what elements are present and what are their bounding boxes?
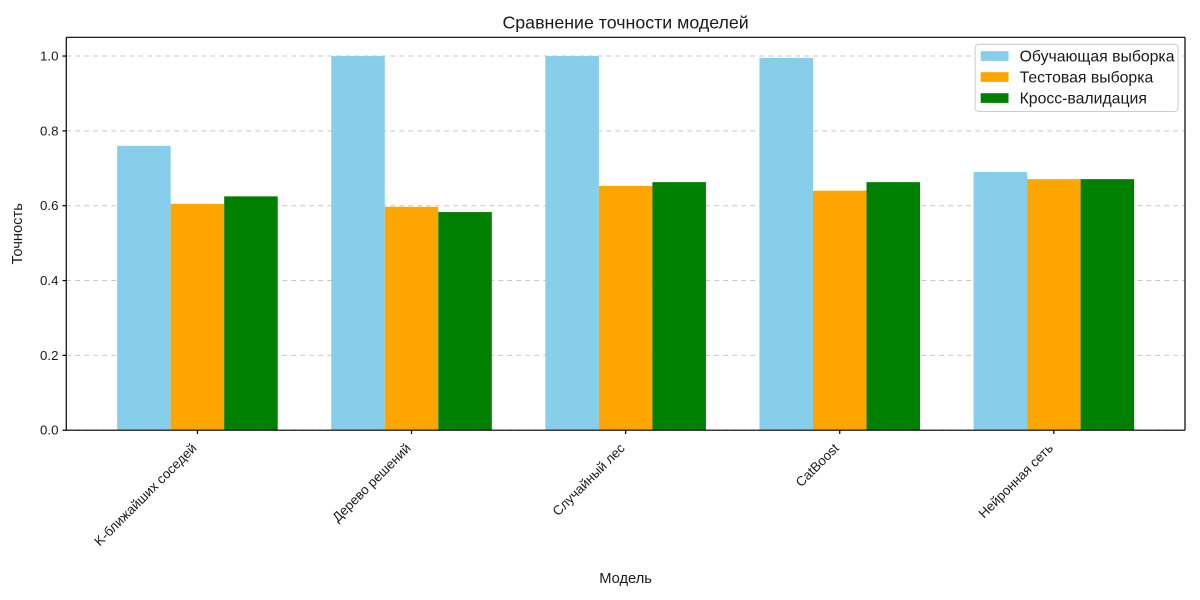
svg-text:0.8: 0.8	[40, 123, 59, 138]
svg-text:Сравнение точности моделей: Сравнение точности моделей	[502, 13, 748, 33]
svg-text:Тестовая выборка: Тестовая выборка	[1020, 70, 1154, 87]
svg-text:0.0: 0.0	[40, 423, 59, 438]
svg-text:Точность: Точность	[10, 203, 26, 265]
svg-text:Кросс-валидация: Кросс-валидация	[1020, 91, 1147, 108]
svg-text:Модель: Модель	[599, 571, 652, 587]
svg-text:Обучающая выборка: Обучающая выборка	[1020, 49, 1175, 66]
svg-text:0.4: 0.4	[40, 273, 59, 288]
svg-text:0.6: 0.6	[40, 198, 59, 213]
svg-text:0.2: 0.2	[40, 348, 59, 363]
svg-text:1.0: 1.0	[40, 49, 59, 64]
